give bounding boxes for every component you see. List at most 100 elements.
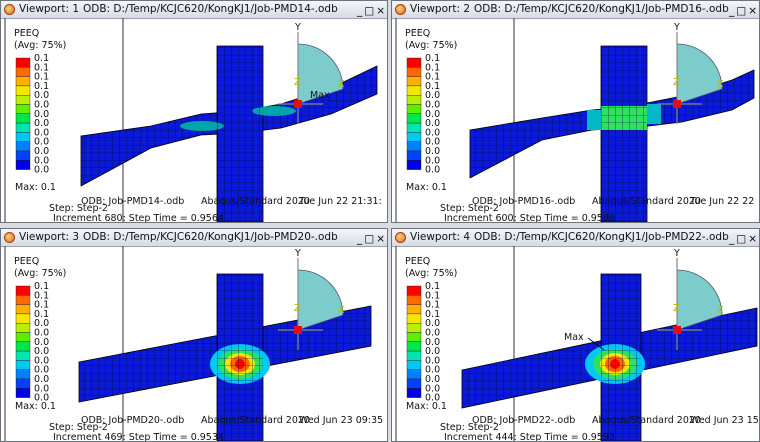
max-marker: Max xyxy=(310,90,330,101)
legend-label: 0.0 xyxy=(34,337,49,348)
legend-frame xyxy=(395,246,515,441)
legend-swatch xyxy=(15,85,31,96)
legend-max: Max: 0.1 xyxy=(406,182,447,193)
legend-label: 0.1 xyxy=(34,309,49,320)
legend-label: 0.0 xyxy=(425,109,440,120)
title-bar: Viewport: 4 ODB: D:/Temp/KCJC620/KongKJ1/… xyxy=(392,229,759,247)
footer-increment: Increment 600: Step Time = 0.9586 xyxy=(444,213,615,223)
viewport-icon xyxy=(395,232,406,243)
legend-label: 0.0 xyxy=(34,155,49,166)
legend-label: 0.0 xyxy=(34,90,49,101)
legend-frame xyxy=(4,246,124,441)
legend-label: 0.1 xyxy=(34,53,49,64)
title-bar: Viewport: 1 ODB: D:/Temp/KCJC620/KongKJ1/… xyxy=(1,1,387,19)
legend-swatch xyxy=(15,76,31,87)
strain-zone xyxy=(587,110,601,130)
triad-label: Z xyxy=(673,77,680,88)
column-mesh xyxy=(601,46,647,222)
legend-swatch xyxy=(15,160,31,170)
legend-label: 0.1 xyxy=(425,309,440,320)
legend-label: 0.0 xyxy=(34,118,49,129)
close-button[interactable]: × xyxy=(748,5,757,17)
triad-label: Y xyxy=(673,22,680,33)
viewport[interactable]: Viewport: 2 ODB: D:/Temp/KCJC620/KongKJ1/… xyxy=(391,0,760,223)
restore-button[interactable]: □ xyxy=(364,5,375,17)
legend-label: 0.0 xyxy=(34,146,49,157)
legend-label: 0.0 xyxy=(34,355,49,366)
column-mesh xyxy=(217,46,263,222)
legend-frame xyxy=(4,18,124,222)
footer-odb: ODB: Job-PMD22-.odb xyxy=(472,415,575,426)
viewport-title: Viewport: 1 xyxy=(19,3,79,15)
legend-swatch xyxy=(406,322,422,333)
legend-averaging: (Avg: 75%) xyxy=(14,40,66,51)
legend-swatch xyxy=(406,369,422,380)
footer-step: Step: Step-2 xyxy=(440,422,499,433)
legend-label: 0.1 xyxy=(425,290,440,301)
legend-swatch xyxy=(406,160,422,170)
triad-label: Z xyxy=(294,77,301,88)
legend-label: 0.0 xyxy=(425,355,440,366)
legend-label: 0.1 xyxy=(425,281,440,292)
legend-label: 0.1 xyxy=(425,72,440,83)
minimize-button[interactable]: _ xyxy=(357,5,363,17)
window-buttons: _ □ × xyxy=(729,3,757,20)
triad-label: Y xyxy=(294,22,301,33)
restore-button[interactable]: □ xyxy=(736,233,747,245)
legend-label: 0.1 xyxy=(34,281,49,292)
legend-label: 0.0 xyxy=(425,100,440,111)
odb-path: ODB: D:/Temp/KCJC620/KongKJ1/Job-PMD20-.… xyxy=(83,231,338,243)
footer-date: Wed Jun 23 09:35 xyxy=(299,415,383,426)
legend-variable: PEEQ xyxy=(405,256,430,267)
legend-swatch xyxy=(406,67,422,77)
legend-swatch xyxy=(15,122,31,133)
close-button[interactable]: × xyxy=(748,233,757,245)
legend-averaging: (Avg: 75%) xyxy=(405,40,457,51)
legend-frame xyxy=(395,18,515,222)
legend-swatch xyxy=(15,295,31,305)
viewport[interactable]: Viewport: 1 ODB: D:/Temp/KCJC620/KongKJ1/… xyxy=(0,0,388,223)
legend-label: 0.0 xyxy=(34,137,49,148)
restore-button[interactable]: □ xyxy=(364,233,375,245)
legend-label: 0.0 xyxy=(34,383,49,394)
legend-swatch xyxy=(15,94,31,105)
minimize-button[interactable]: _ xyxy=(729,5,735,17)
legend-swatch xyxy=(406,113,422,124)
minimize-button[interactable]: _ xyxy=(729,233,735,245)
viewport-title: Viewport: 4 xyxy=(410,231,470,243)
close-button[interactable]: × xyxy=(376,5,385,17)
legend-label: 0.0 xyxy=(34,393,49,404)
legend-swatch xyxy=(406,150,422,161)
max-marker: Max xyxy=(564,332,584,343)
legend-label: 0.1 xyxy=(34,290,49,301)
minimize-button[interactable]: _ xyxy=(357,233,363,245)
legend-swatch xyxy=(15,57,31,68)
legend-label: 0.0 xyxy=(34,109,49,120)
viewport[interactable]: Viewport: 4 ODB: D:/Temp/KCJC620/KongKJ1/… xyxy=(391,228,760,442)
triad-label: Z xyxy=(673,303,680,314)
legend-swatch xyxy=(15,141,31,152)
legend-label: 0.0 xyxy=(34,127,49,138)
legend-label: 0.0 xyxy=(425,374,440,385)
legend-swatch xyxy=(15,322,31,333)
legend-label: 0.0 xyxy=(34,365,49,376)
max-leader xyxy=(587,337,605,351)
legend-label: 0.0 xyxy=(34,318,49,329)
close-button[interactable]: × xyxy=(376,233,385,245)
legend-averaging: (Avg: 75%) xyxy=(14,268,66,279)
triad-label: X xyxy=(717,305,724,316)
footer-product: Abaqus/Standard 2020 xyxy=(592,415,701,426)
footer-step: Step: Step-2 xyxy=(440,203,499,214)
footer-product: Abaqus/Standard 2020 xyxy=(201,196,310,207)
legend-label: 0.0 xyxy=(425,337,440,348)
legend-label: 0.1 xyxy=(425,300,440,311)
legend-swatch xyxy=(15,360,31,370)
viewport[interactable]: Viewport: 3 ODB: D:/Temp/KCJC620/KongKJ1/… xyxy=(0,228,388,442)
title-bar: Viewport: 3 ODB: D:/Temp/KCJC620/KongKJ1/… xyxy=(1,229,387,247)
legend-swatch xyxy=(15,104,31,115)
legend-swatch xyxy=(406,85,422,96)
restore-button[interactable]: □ xyxy=(736,5,747,17)
